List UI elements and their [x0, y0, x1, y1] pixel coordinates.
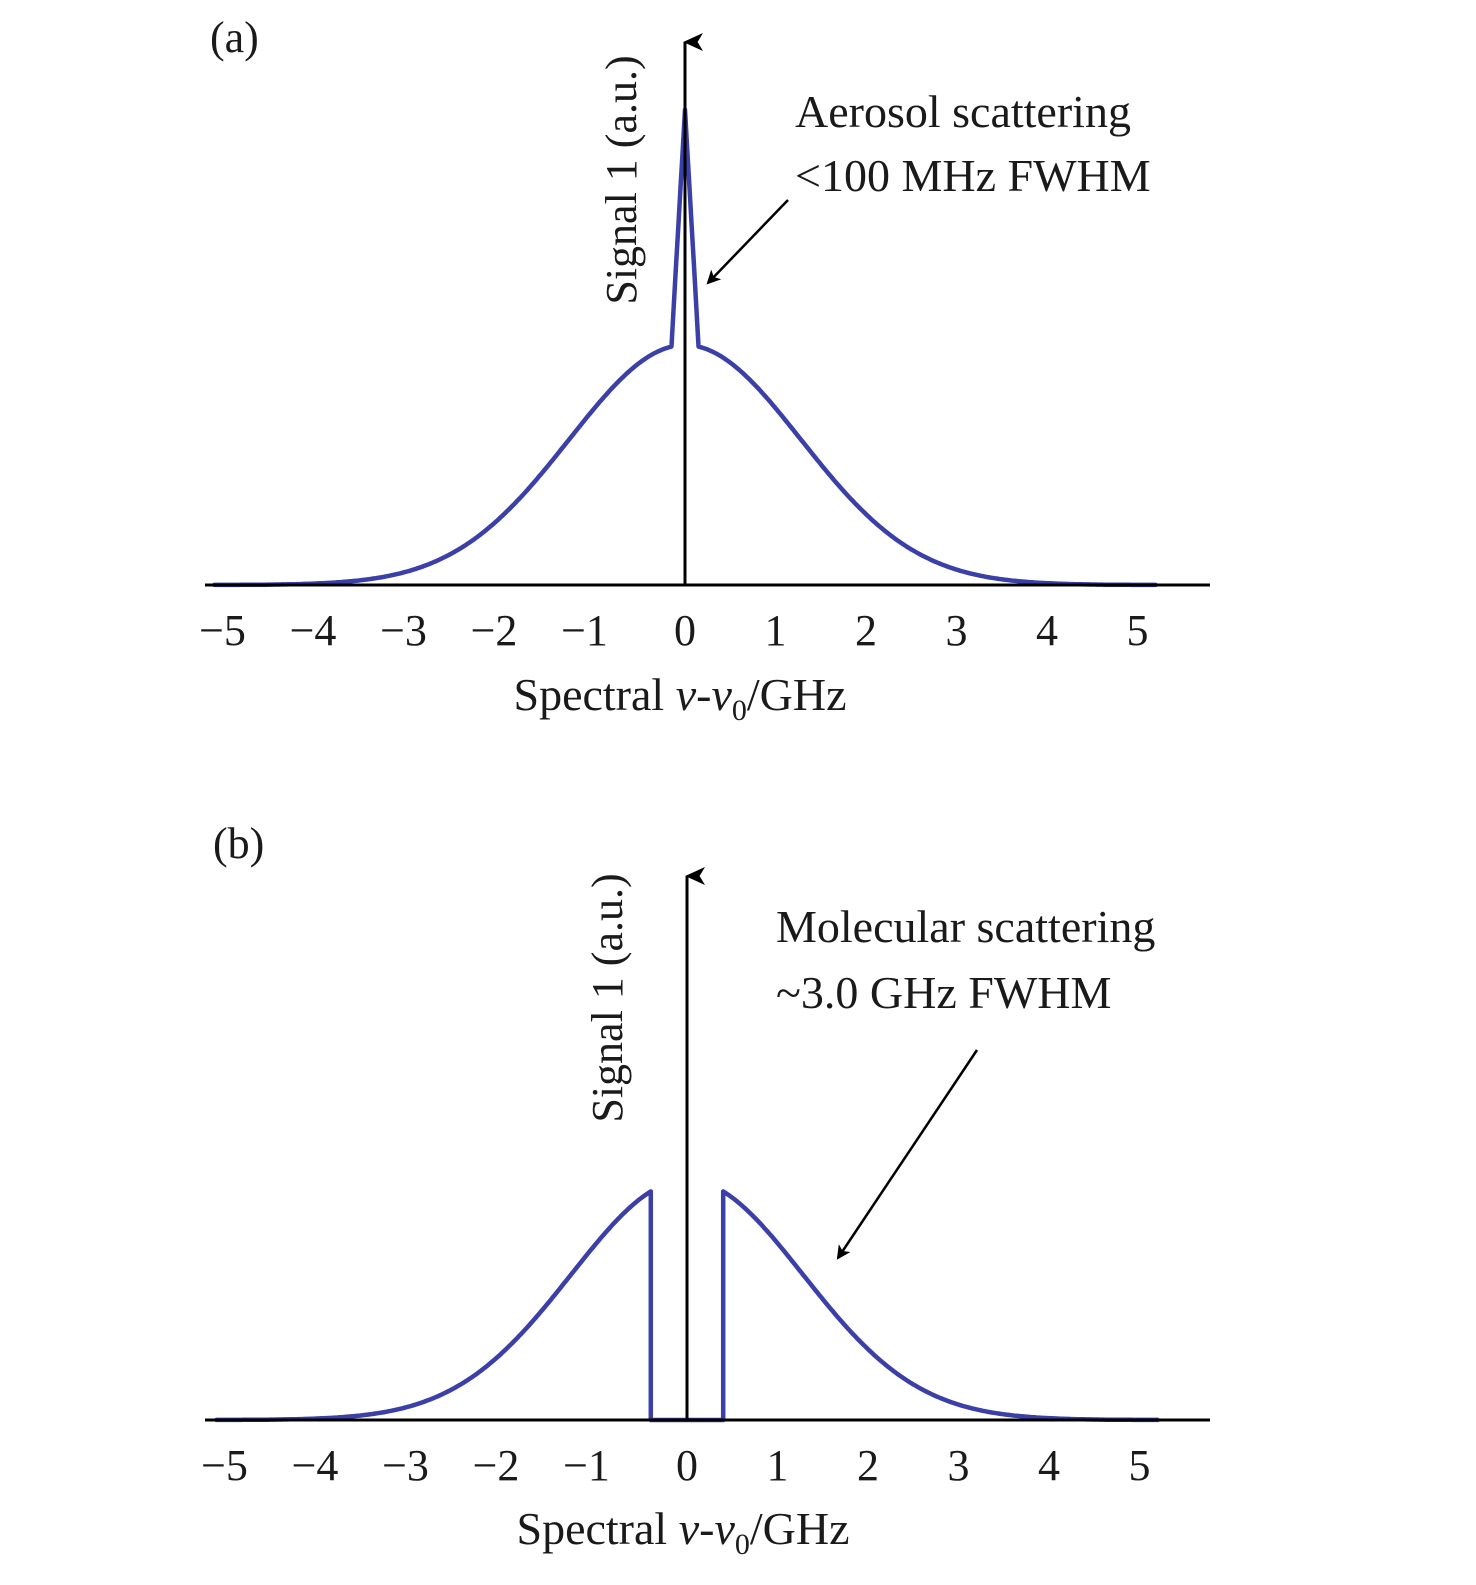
x-tick-label: −5 — [199, 606, 246, 655]
x-tick-label: −2 — [473, 1441, 520, 1490]
panel-b-annotation-line2: ~3.0 GHz FWHM — [776, 967, 1111, 1018]
panel-a-x-axis-label: Spectral v-v0/GHz — [513, 669, 846, 727]
x-tick-label: −4 — [292, 1441, 339, 1490]
x-tick-label: −1 — [561, 606, 608, 655]
panel-b-label: (b) — [213, 819, 264, 868]
x-tick-label: 4 — [1038, 1441, 1060, 1490]
panel-a-annotation-line1: Aerosol scattering — [795, 86, 1131, 137]
panel-a-annotation-arrow — [706, 199, 789, 285]
x-tick-label: −1 — [563, 1441, 610, 1490]
x-tick-label: 5 — [1127, 606, 1149, 655]
x-tick-label: 2 — [855, 606, 877, 655]
x-tick-label: 3 — [946, 606, 968, 655]
x-tick-label: −3 — [380, 606, 427, 655]
panel-a-annotation-line2: <100 MHz FWHM — [795, 150, 1151, 201]
x-tick-label: −2 — [471, 606, 518, 655]
panel-a-label: (a) — [210, 13, 259, 62]
panel-b-annotation-line1: Molecular scattering — [776, 901, 1155, 952]
panel-b-annotation-arrow — [836, 1049, 979, 1260]
panel-b-x-tick-labels: −5 −4 −3 −2 −1 0 1 2 3 4 5 — [201, 1441, 1150, 1490]
x-tick-label: 1 — [765, 606, 787, 655]
x-tick-label: 5 — [1129, 1441, 1151, 1490]
panel-b: (b) −5 −4 −3 −2 −1 0 1 2 3 4 5 Spectral v-v0/GHz S… — [201, 819, 1210, 1561]
x-tick-label: 2 — [857, 1441, 879, 1490]
panel-b-x-axis-label: Spectral v-v0/GHz — [516, 1503, 849, 1561]
panel-b-y-axis-label: Signal 1 (a.u.) — [583, 873, 632, 1122]
x-tick-label: 4 — [1036, 606, 1058, 655]
x-tick-label: −3 — [382, 1441, 429, 1490]
x-tick-label: −4 — [290, 606, 337, 655]
x-tick-label: −5 — [201, 1441, 248, 1490]
panel-a-y-axis-label: Signal 1 (a.u.) — [597, 55, 646, 304]
x-tick-label: 0 — [674, 606, 696, 655]
x-tick-label: 3 — [948, 1441, 970, 1490]
panel-a-x-tick-labels: −5 −4 −3 −2 −1 0 1 2 3 4 5 — [199, 606, 1148, 655]
x-tick-label: 1 — [767, 1441, 789, 1490]
x-tick-label: 0 — [676, 1441, 698, 1490]
panel-a: (a) −5 −4 −3 −2 −1 0 1 2 3 4 5 Spectral v-v0/GHz S… — [199, 13, 1210, 727]
